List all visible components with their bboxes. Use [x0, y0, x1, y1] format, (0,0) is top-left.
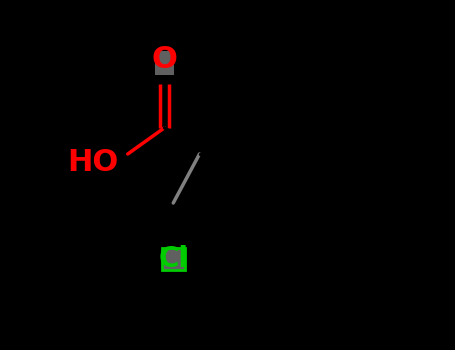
FancyBboxPatch shape	[155, 51, 174, 75]
Text: O: O	[152, 45, 177, 74]
Text: HO: HO	[67, 148, 118, 177]
Text: Cl: Cl	[158, 245, 188, 273]
FancyBboxPatch shape	[162, 248, 185, 270]
